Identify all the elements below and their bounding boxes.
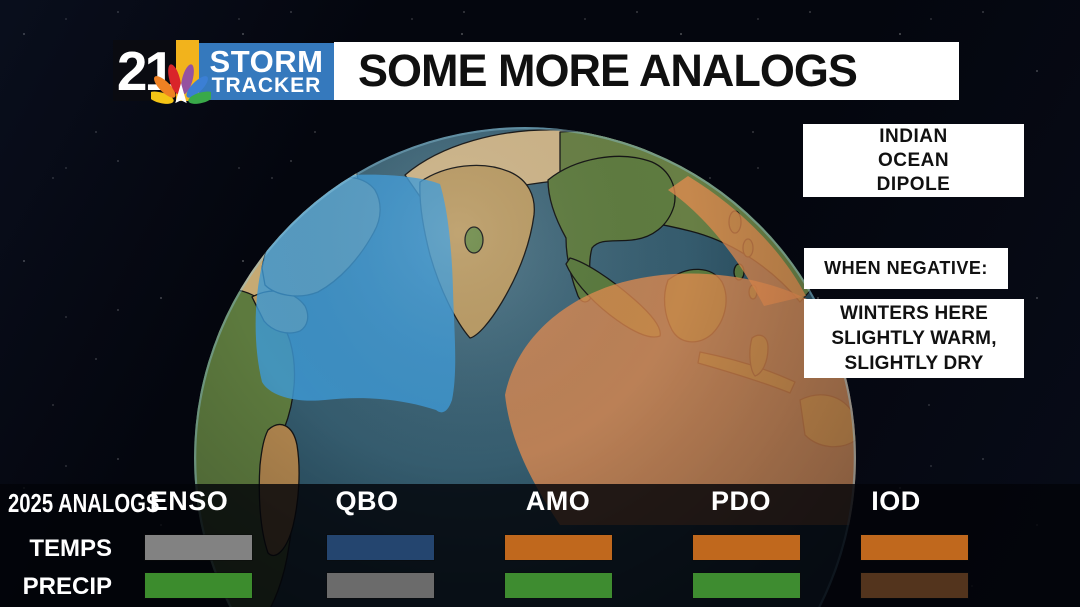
- bar-pdo-temps: [693, 535, 800, 560]
- page-title: SOME MORE ANALOGS: [358, 45, 858, 96]
- analogs-table-title: 2025 ANALOGS: [8, 488, 160, 518]
- bar-qbo-temps: [327, 535, 434, 560]
- bar-amo-temps: [505, 535, 612, 560]
- column-header-enso: ENSO: [149, 486, 229, 516]
- bar-iod-temps: [861, 535, 968, 560]
- column-header-amo: AMO: [525, 486, 591, 516]
- atmosphere-rim: [194, 127, 856, 607]
- logo-tracker-text: TRACKER: [211, 74, 322, 97]
- column-header-iod: IOD: [871, 486, 921, 516]
- storm-tracker-logo: STORM TRACKER: [199, 43, 334, 100]
- indian-ocean-dipole-label: INDIAN OCEAN DIPOLE: [803, 124, 1024, 197]
- column-header-qbo: QBO: [335, 486, 399, 516]
- row-label-temps: TEMPS: [29, 535, 112, 562]
- bar-iod-precip: [861, 573, 968, 598]
- station-logo-21: 21: [113, 40, 176, 102]
- title-banner: SOME MORE ANALOGS: [334, 42, 959, 100]
- bar-pdo-precip: [693, 573, 800, 598]
- when-negative-label: WHEN NEGATIVE:: [804, 248, 1008, 289]
- bar-qbo-precip: [327, 573, 434, 598]
- column-header-pdo: PDO: [710, 486, 771, 516]
- nbc-peacock-icon: [151, 64, 211, 104]
- bar-enso-precip: [145, 573, 252, 598]
- row-label-precip: PRECIP: [22, 573, 112, 600]
- bar-amo-precip: [505, 573, 612, 598]
- bar-enso-temps: [145, 535, 252, 560]
- logo-storm-text: STORM: [209, 44, 324, 79]
- globe-shading: [194, 127, 856, 607]
- negative-iod-effects-label: WINTERS HERE SLIGHTLY WARM, SLIGHTLY DRY: [804, 299, 1024, 378]
